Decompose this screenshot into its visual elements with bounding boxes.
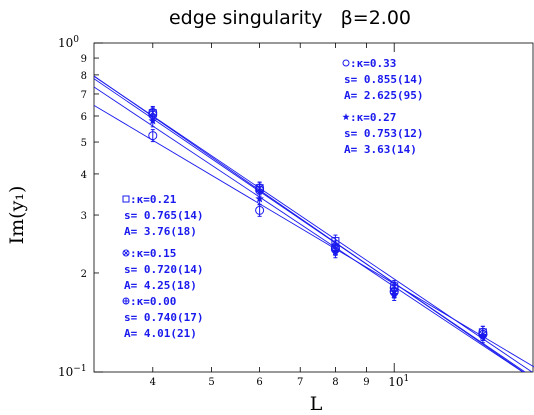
- fit-line: [94, 75, 524, 372]
- annotation-A: A= 4.25(18): [124, 279, 197, 292]
- star-legend-icon: [342, 113, 350, 121]
- x-tick-label: 7: [297, 377, 303, 388]
- annotation-block: :κ=0.27 s= 0.753(12) A= 3.63(14): [342, 111, 423, 156]
- y-tick-label: 9: [81, 54, 87, 65]
- annotation-kappa: :κ=0.33: [350, 57, 396, 70]
- data-point: [255, 203, 265, 217]
- y-tick-label: 6: [81, 112, 87, 123]
- annotation-kappa: :κ=0.27: [350, 111, 396, 124]
- circle-cross-legend-icon: [122, 249, 130, 257]
- annotation-kappa: :κ=0.15: [130, 247, 176, 260]
- x-major-tick-exp: 1: [403, 374, 409, 384]
- annotation-kappa: :κ=0.00: [130, 295, 176, 308]
- y-major-tick-label: 10−1: [58, 364, 87, 379]
- y-tick-label: 3: [81, 211, 87, 222]
- fit-line: [94, 75, 533, 372]
- annotation-s: s= 0.753(12): [344, 127, 423, 140]
- annotation-block: :κ=0.33 s= 0.855(14) A= 2.625(95): [342, 57, 423, 102]
- y-major-tick-label: 100: [58, 35, 79, 50]
- plot-frame: [93, 42, 534, 373]
- annotation-block: :κ=0.00 s= 0.740(17) A= 4.01(21): [122, 295, 203, 340]
- annotation-s: s= 0.765(14): [124, 209, 203, 222]
- x-tick-label: 5: [208, 377, 214, 388]
- x-major-tick-base: 10: [388, 375, 403, 389]
- data-point: [148, 129, 158, 143]
- cross-stroke: [123, 250, 129, 256]
- x-tick-label: 9: [363, 377, 369, 388]
- chart-title: edge singularity β=2.00: [169, 7, 411, 29]
- annotation-block: :κ=0.21 s= 0.765(14) A= 3.76(18): [122, 193, 203, 238]
- data-point: [330, 242, 340, 256]
- y-major-tick-base: 10: [58, 36, 73, 50]
- annotation-A: A= 3.63(14): [344, 143, 417, 156]
- fit-line: [94, 104, 534, 368]
- fit-line: [94, 78, 526, 372]
- x-tick-label: 8: [332, 377, 338, 388]
- y-major-tick-exp: 0: [73, 35, 79, 45]
- data-point: [148, 108, 158, 122]
- y-axis-label: Im(y₁): [6, 186, 28, 245]
- data-point: [389, 284, 399, 298]
- y-major-tick-exp: −1: [73, 364, 86, 374]
- annotation-block: :κ=0.15 s= 0.720(14) A= 4.25(18): [122, 247, 203, 292]
- annotation-s: s= 0.720(14): [124, 263, 203, 276]
- annotation-kappa: :κ=0.21: [130, 193, 177, 206]
- annotation-A: A= 2.625(95): [344, 89, 423, 102]
- annotation-A: A= 4.01(21): [124, 327, 197, 340]
- data-point: [255, 183, 265, 197]
- annotation-A: A= 3.76(18): [124, 225, 197, 238]
- x-tick-label: 6: [256, 377, 262, 388]
- x-tick-label: 4: [150, 377, 156, 388]
- y-tick-label: 5: [81, 138, 87, 149]
- fit-line: [94, 86, 524, 372]
- y-tick-label: 8: [81, 71, 87, 82]
- y-tick-label: 7: [81, 90, 87, 101]
- y-major-tick-base: 10: [58, 365, 73, 379]
- annotation-s: s= 0.740(17): [124, 311, 203, 324]
- square-legend-icon: [122, 195, 130, 203]
- y-tick-label: 2: [81, 269, 87, 280]
- x-major-tick-label: 101: [388, 374, 409, 389]
- x-axis-label: L: [310, 393, 323, 415]
- annotation-s: s= 0.855(14): [344, 73, 423, 86]
- y-tick-label: 4: [81, 170, 87, 181]
- circle-legend-icon: [342, 59, 350, 67]
- data-point: [478, 328, 488, 342]
